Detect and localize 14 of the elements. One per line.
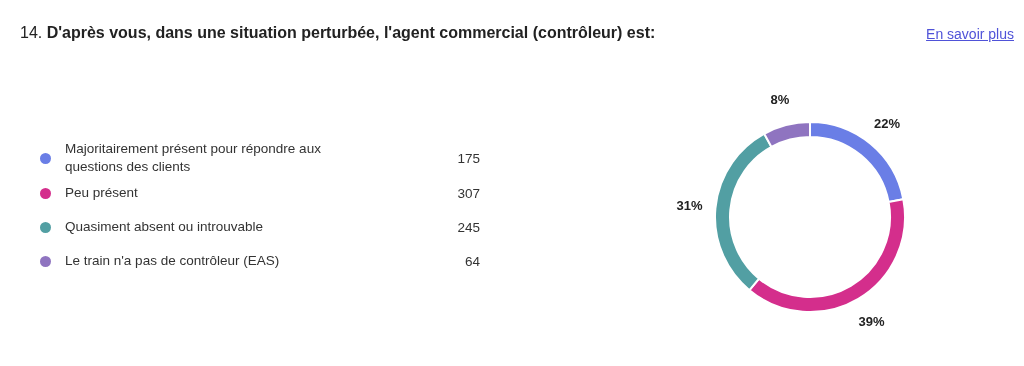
legend-label: Majoritairement présent pour répondre aux questions des clients: [65, 140, 322, 176]
text: En savoir plus: [926, 26, 1014, 42]
text: 245: [457, 219, 480, 235]
data-label: 39%: [858, 313, 886, 329]
legend-label: Peu présent: [65, 184, 139, 202]
chart-title: 14. D'après vous, dans une situation perturbée, l'agent commercial (contrôleur) est:: [20, 24, 656, 41]
data-label: 22%: [874, 116, 901, 132]
data-label: 31%: [676, 198, 703, 214]
legend-label: Le train n'a pas de contrôleur (EAS): [65, 252, 281, 270]
text: 175: [457, 150, 480, 166]
data-label: 8%: [770, 92, 790, 108]
text: 307: [457, 185, 480, 201]
text: 64: [464, 253, 480, 269]
legend-label: Quasiment absent ou introuvable: [65, 218, 265, 236]
